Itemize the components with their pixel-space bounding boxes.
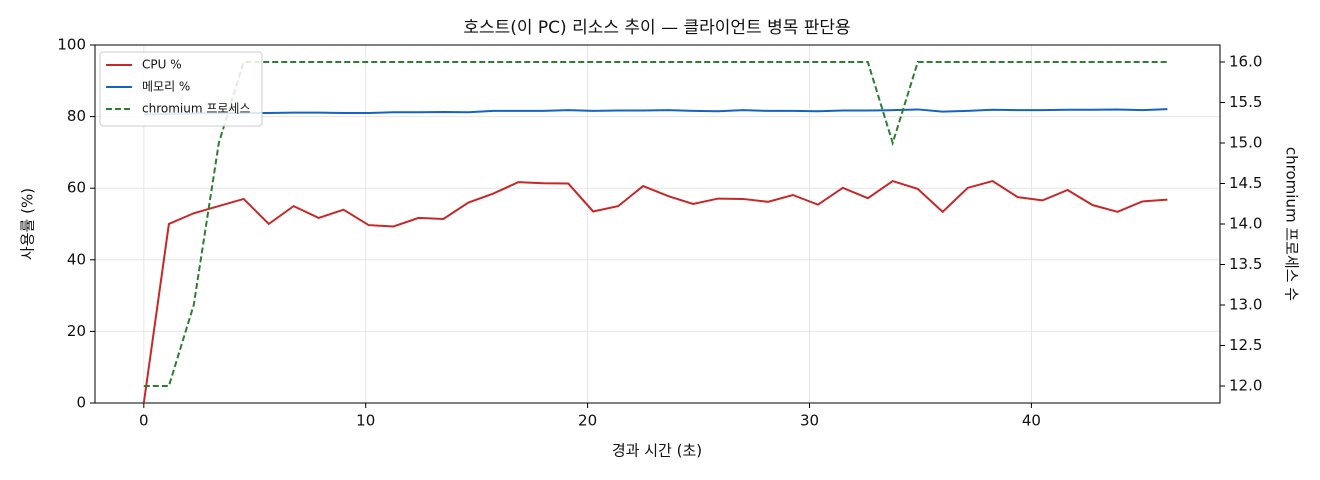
x-tick-label: 40 xyxy=(1022,412,1041,430)
series-line xyxy=(143,61,1168,387)
plot-frame xyxy=(94,44,1221,404)
series-line xyxy=(143,108,1168,116)
y2-tick-label: 15.0 xyxy=(1229,134,1262,152)
legend-label: chromium 프로세스 xyxy=(142,102,251,116)
y-tick-label: 80 xyxy=(67,107,86,125)
y-tick-label: 0 xyxy=(76,394,86,412)
y-tick-label: 100 xyxy=(57,36,86,54)
y-tick-label: 20 xyxy=(67,322,86,340)
x-tick-label: 0 xyxy=(139,412,149,430)
legend-label: CPU % xyxy=(142,58,182,72)
y2-tick-label: 14.0 xyxy=(1229,215,1262,233)
x-axis-label: 경과 시간 (초) xyxy=(612,442,702,460)
y2-tick-label: 12.0 xyxy=(1229,376,1262,394)
x-tick-label: 10 xyxy=(356,412,375,430)
series-line xyxy=(142,179,1168,404)
y-tick-label: 60 xyxy=(67,179,86,197)
y2-axis-label: chromium 프로세스 수 xyxy=(1283,147,1301,301)
y2-tick-label: 16.0 xyxy=(1229,53,1262,71)
y-tick-label: 40 xyxy=(67,250,86,268)
y2-tick-label: 15.5 xyxy=(1229,93,1262,111)
chart-title: 호스트(이 PC) 리소스 추이 — 클라이언트 병목 판단용 xyxy=(463,18,850,38)
y2-tick-label: 13.5 xyxy=(1229,255,1262,273)
x-tick-label: 30 xyxy=(800,412,819,430)
y-axis-label: 사용률 (%) xyxy=(19,188,37,260)
legend-box xyxy=(99,51,263,127)
legend-label: 메모리 % xyxy=(142,80,190,94)
x-tick-label: 20 xyxy=(578,412,597,430)
y2-tick-label: 12.5 xyxy=(1229,336,1262,354)
y2-tick-label: 13.0 xyxy=(1229,295,1262,313)
y2-tick-label: 14.5 xyxy=(1229,174,1262,192)
